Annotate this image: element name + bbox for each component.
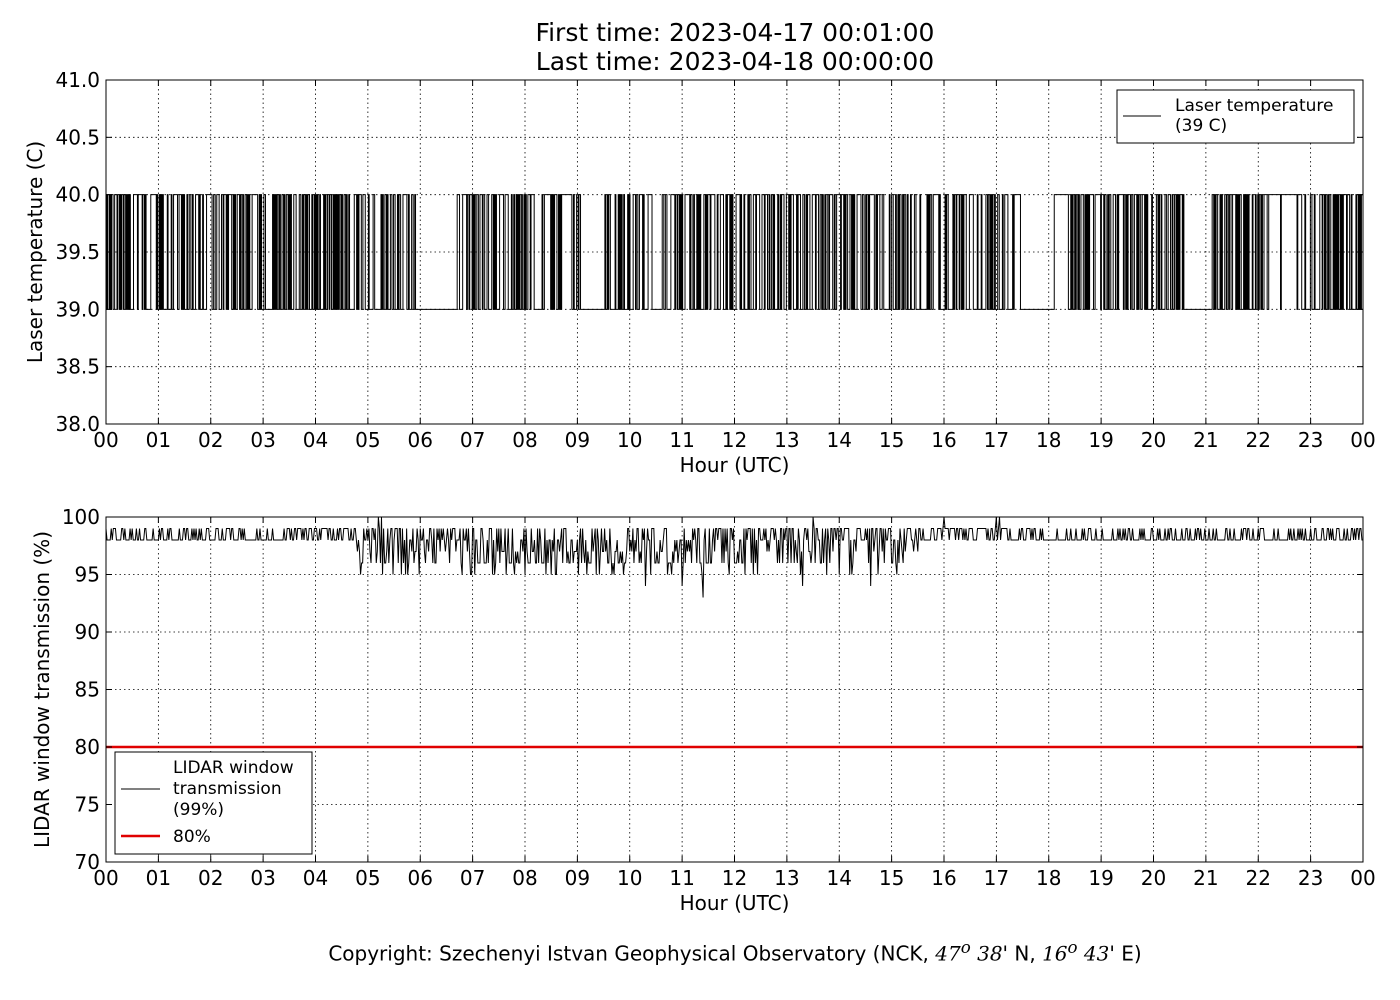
laser-xtick-label: 00 [93, 428, 118, 452]
laser-temperature-axes: 00 01 02 03 04 05 06 07 08 09 10 11 12 13 14 15 16 17 18 19… [23, 68, 1376, 477]
laser-ytick-label: 40.5 [55, 125, 100, 149]
lidar-transmission-axes: 00 01 02 03 04 05 06 07 08 09 10 11 12 13 14 15 16 17 18 19… [30, 505, 1376, 915]
lidar-legend-label: LIDAR window [173, 758, 294, 778]
lidar-ytick-label: 90 [75, 620, 100, 644]
chart-title-line2: Last time: 2023-04-18 00:00:00 [535, 47, 935, 76]
lidar-xtick-label: 06 [408, 866, 433, 890]
laser-xtick-label: 23 [1298, 428, 1323, 452]
lidar-ytick-label: 75 [75, 793, 100, 817]
laser-xtick-label: 02 [198, 428, 223, 452]
lidar-xtick-label: 00 [1350, 866, 1375, 890]
laser-xtick-label: 14 [827, 428, 852, 452]
lidar-xtick-label: 00 [93, 866, 118, 890]
laser-xtick-label: 18 [1036, 428, 1061, 452]
lidar-xtick-label: 04 [303, 866, 328, 890]
copyright-text: Copyright: Szechenyi Istvan Geophysical … [328, 938, 1142, 966]
lidar-xtick-label: 18 [1036, 866, 1061, 890]
lidar-ytick-label: 80 [75, 735, 100, 759]
lidar-xtick-label: 08 [512, 866, 537, 890]
laser-xtick-label: 10 [617, 428, 642, 452]
laser-ytick-label: 39.0 [55, 297, 100, 321]
lidar-xtick-label: 19 [1088, 866, 1113, 890]
laser-ytick-label: 41.0 [55, 68, 100, 92]
laser-xtick-label: 21 [1193, 428, 1218, 452]
laser-legend-label: Laser temperature [1175, 96, 1333, 116]
lidar-y-axis-label: LIDAR window transmission (%) [30, 531, 54, 848]
laser-xtick-label: 05 [355, 428, 380, 452]
laser-xtick-label: 06 [408, 428, 433, 452]
laser-xtick-label: 11 [669, 428, 694, 452]
laser-xtick-label: 13 [774, 428, 799, 452]
lidar-xtick-label: 15 [879, 866, 904, 890]
lidar-xtick-label: 23 [1298, 866, 1323, 890]
lidar-xtick-label: 17 [984, 866, 1009, 890]
lidar-xtick-label: 12 [722, 866, 747, 890]
laser-legend: Laser temperature(39 C) [1116, 89, 1355, 144]
laser-xtick-label: 01 [146, 428, 171, 452]
laser-xtick-label: 07 [460, 428, 485, 452]
laser-xtick-label: 03 [250, 428, 275, 452]
laser-xtick-label: 22 [1246, 428, 1271, 452]
lidar-xtick-label: 16 [931, 866, 956, 890]
lidar-xtick-label: 22 [1246, 866, 1271, 890]
lidar-legend-label: (99%) [173, 800, 224, 820]
laser-xtick-label: 04 [303, 428, 328, 452]
lidar-x-axis-label: Hour (UTC) [680, 891, 790, 915]
lidar-transmission-series-line [106, 517, 1363, 598]
lidar-xtick-label: 11 [669, 866, 694, 890]
lidar-ytick-label: 70 [75, 850, 100, 874]
lidar-legend-label: transmission [173, 779, 282, 799]
lidar-ytick-label: 85 [75, 678, 100, 702]
laser-xtick-label: 17 [984, 428, 1009, 452]
lidar-xtick-label: 03 [250, 866, 275, 890]
laser-xtick-label: 00 [1350, 428, 1375, 452]
lidar-xtick-label: 05 [355, 866, 380, 890]
laser-xtick-label: 16 [931, 428, 956, 452]
laser-xtick-label: 19 [1088, 428, 1113, 452]
laser-temperature-series-line [106, 194, 1363, 310]
lidar-ytick-label: 95 [75, 563, 100, 587]
lidar-xtick-label: 21 [1193, 866, 1218, 890]
threshold-legend-label: 80% [173, 827, 211, 847]
laser-ytick-label: 38.0 [55, 412, 100, 436]
lidar-xtick-label: 20 [1141, 866, 1166, 890]
laser-ytick-label: 39.5 [55, 240, 100, 264]
lidar-xtick-label: 13 [774, 866, 799, 890]
laser-xtick-label: 09 [565, 428, 590, 452]
laser-xtick-label: 20 [1141, 428, 1166, 452]
chart-title-line1: First time: 2023-04-17 00:01:00 [535, 18, 935, 47]
lidar-xtick-label: 10 [617, 866, 642, 890]
laser-y-axis-label: Laser temperature (C) [23, 141, 47, 363]
laser-xtick-label: 15 [879, 428, 904, 452]
lidar-xtick-label: 01 [146, 866, 171, 890]
lidar-xtick-label: 09 [565, 866, 590, 890]
lidar-xtick-label: 02 [198, 866, 223, 890]
laser-legend-label: (39 C) [1175, 116, 1227, 136]
laser-xtick-label: 08 [512, 428, 537, 452]
laser-x-axis-label: Hour (UTC) [680, 453, 790, 477]
laser-ytick-label: 40.0 [55, 183, 100, 207]
lidar-ytick-label: 100 [62, 505, 100, 529]
lidar-xtick-label: 07 [460, 866, 485, 890]
lidar-xtick-label: 14 [827, 866, 852, 890]
laser-ytick-label: 38.5 [55, 355, 100, 379]
laser-xtick-label: 12 [722, 428, 747, 452]
